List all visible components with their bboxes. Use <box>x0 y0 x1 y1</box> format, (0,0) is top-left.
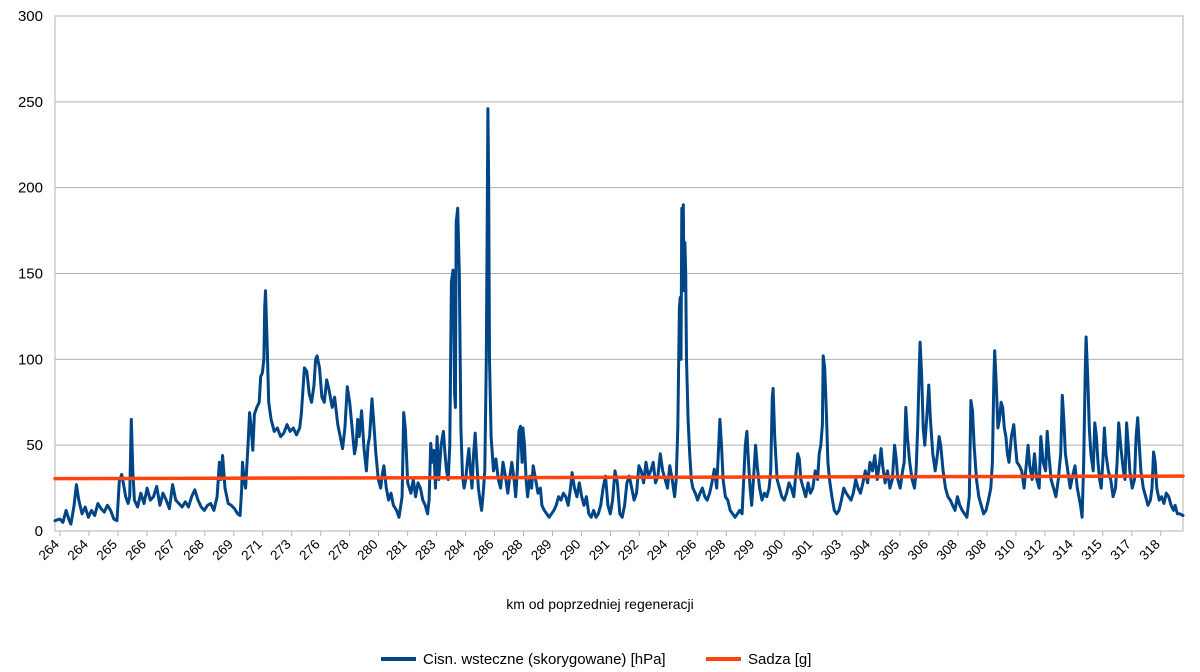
x-tick-label: 291 <box>586 537 613 564</box>
y-tick-label: 300 <box>18 8 43 25</box>
y-tick-label: 200 <box>18 180 43 197</box>
x-tick-label: 273 <box>267 537 294 564</box>
x-tick-label: 276 <box>296 537 323 564</box>
x-tick-label: 292 <box>615 537 642 564</box>
x-tick-label: 267 <box>151 537 178 564</box>
x-tick-label: 315 <box>1078 537 1105 564</box>
x-tick-label: 294 <box>644 536 671 563</box>
x-tick-label: 283 <box>412 537 439 564</box>
x-tick-label: 303 <box>818 537 845 564</box>
x-tick-label: 266 <box>122 537 149 564</box>
x-tick-label: 312 <box>1020 537 1047 564</box>
x-tick-label: 318 <box>1136 537 1163 564</box>
x-tick-label: 300 <box>760 537 787 564</box>
y-tick-label: 100 <box>18 351 43 368</box>
x-axis-title: km od poprzedniej regeneracji <box>506 596 694 612</box>
x-tick-label: 278 <box>325 537 352 564</box>
x-tick-label: 305 <box>876 537 903 564</box>
series-line-pressure <box>53 107 1185 526</box>
x-tick-label: 308 <box>963 537 990 564</box>
x-axis-ticks: 264 264 265 266 267 268 269 271 273 276 278 280 281 2… <box>36 531 1163 563</box>
legend: Cisn. wsteczne (skorygowane) [hPa] Sadza … <box>381 651 811 668</box>
x-tick-label: 281 <box>383 537 410 564</box>
x-tick-label: 306 <box>905 537 932 564</box>
x-tick-label: 286 <box>470 537 497 564</box>
legend-label-pressure: Cisn. wsteczne (skorygowane) [hPa] <box>423 651 666 668</box>
x-tick-label: 289 <box>528 537 555 564</box>
x-tick-label: 314 <box>1049 536 1076 563</box>
series-line-soot <box>53 474 1185 481</box>
x-tick-label: 265 <box>94 537 121 564</box>
x-tick-label: 296 <box>673 537 700 564</box>
y-axis-ticks: 0 50 100 150 200 250 300 <box>18 8 43 540</box>
plot-area <box>54 15 1184 532</box>
y-tick-label: 250 <box>18 94 43 111</box>
x-tick-label: 271 <box>238 537 265 564</box>
x-tick-label: 268 <box>180 537 207 564</box>
x-tick-label: 317 <box>1107 537 1134 564</box>
legend-label-soot: Sadza [g] <box>748 651 811 668</box>
x-tick-label: 264 <box>65 536 92 563</box>
series-group <box>53 107 1185 526</box>
x-tick-label: 310 <box>992 537 1019 564</box>
x-tick-label: 288 <box>499 537 526 564</box>
gridlines <box>55 15 1183 532</box>
x-tick-label: 290 <box>557 537 584 564</box>
x-tick-label: 264 <box>36 536 63 563</box>
x-tick-label: 304 <box>847 536 874 563</box>
x-tick-label: 301 <box>789 537 816 564</box>
y-tick-label: 50 <box>26 437 43 454</box>
y-tick-label: 150 <box>18 266 43 283</box>
y-tick-label: 0 <box>35 523 43 540</box>
x-tick-label: 299 <box>731 537 758 564</box>
x-tick-label: 280 <box>354 537 381 564</box>
x-tick-label: 284 <box>441 536 468 563</box>
x-tick-label: 308 <box>934 537 961 564</box>
x-tick-label: 269 <box>209 537 236 564</box>
x-tick-label: 298 <box>702 537 729 564</box>
